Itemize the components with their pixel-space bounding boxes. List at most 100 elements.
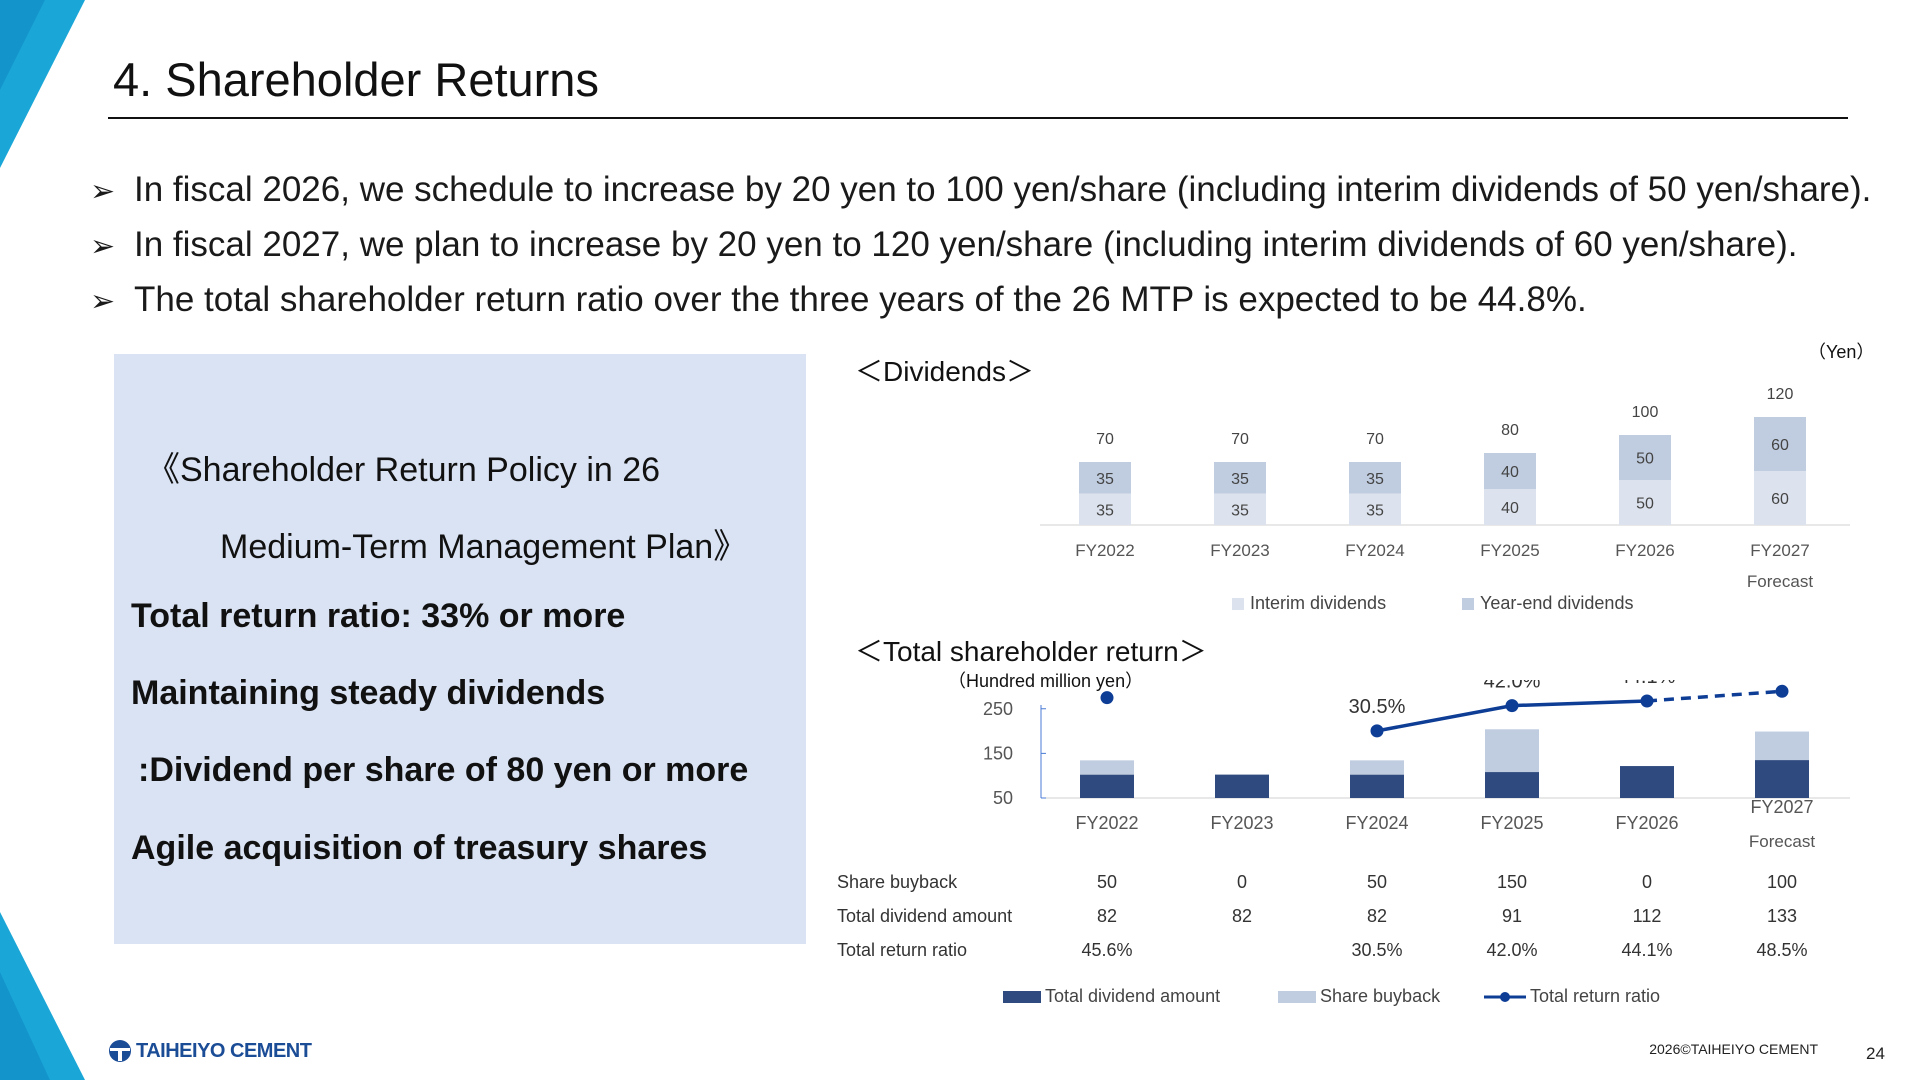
x-tick-label: FY2026 [1615,813,1678,833]
title-divider [108,117,1848,119]
legend-line-swatch [1484,991,1526,1002]
dividend-segment-label: 35 [1231,471,1249,488]
y-tick-label: 50 [993,788,1013,808]
table-row-label: Total return ratio [837,940,968,960]
top-left-accent [0,0,85,168]
dividend-bar-segment [1349,462,1401,494]
logo-text: TAIHEIYO CEMENT [136,1039,312,1062]
legend-swatch [1462,597,1474,610]
dividend-bar-segment [1619,480,1671,525]
x-tick-label: FY2027 [1750,797,1813,817]
policy-title-line-1: 《Shareholder Return Policy in 26 [146,451,661,489]
table-cell: 30.5% [1351,940,1403,960]
legend-swatch [1003,990,1041,1003]
legend-swatch [1278,990,1316,1003]
x-tick-sublabel: Forecast [1747,572,1813,591]
return-ratio-point [1775,684,1789,698]
legend-label: Total dividend amount [1045,986,1221,1006]
x-tick-label: FY2022 [1075,541,1135,560]
policy-item: :Dividend per share of 80 yen or more [138,751,749,789]
table-cell: 82 [1231,906,1253,926]
y-tick-label: 250 [983,699,1013,719]
return-ratio-point [1505,699,1519,713]
table-cell: 45.6% [1081,940,1133,960]
table-cell: 82 [1096,906,1118,926]
dividend-bar-segment [1079,462,1131,494]
dividend-segment-label: 40 [1501,500,1519,517]
x-tick-label: FY2027 [1750,541,1810,560]
return-ratio-point [1370,724,1384,738]
dividend-segment-label: 35 [1096,502,1114,519]
table-cell: 44.1% [1621,940,1673,960]
dividend-segment-label: 35 [1096,471,1114,488]
legend-total-return-ratio: Total return ratio [1484,986,1660,1007]
arrow-bullet-icon: ➢ [90,175,116,208]
company-logo: TAIHEIYO CEMENT [108,1036,312,1066]
return-ratio-label: 42.0% [1484,680,1541,693]
dividends-chart: 35 35 70 FY2022 35 35 70 FY2023 35 35 70 FY2024 40 40… [1040,386,1850,591]
bottom-left-accent [0,912,85,1080]
dividend-total-label: 100 [1632,404,1659,421]
y-tick-label: 150 [983,743,1013,763]
dividend-bar-segment [1214,462,1266,494]
dividend-bar-segment [1214,493,1266,525]
bullet-item: ➢ The total shareholder return ratio over… [90,280,1587,320]
dividend-segment-label: 50 [1636,451,1654,468]
dividend-total-label: 70 [1231,431,1249,448]
tsr-bar-segment [1215,774,1269,798]
dividend-total-label: 80 [1501,422,1519,439]
arrow-bullet-icon: ➢ [90,285,116,318]
logo-mark-icon [109,1040,131,1062]
policy-box: 《Shareholder Return Policy in 26 Medium-… [114,354,806,944]
return-ratio-point [1640,694,1654,708]
bullet-text: In fiscal 2027, we plan to increase by 2… [134,225,1798,264]
table-cell: 100 [1766,872,1798,892]
dividend-segment-label: 35 [1231,502,1249,519]
x-tick-label: FY2024 [1345,541,1405,560]
table-cell: 48.5% [1756,940,1808,960]
dividend-segment-label: 60 [1771,437,1789,454]
return-ratio-point [1100,691,1114,705]
dividend-bar-segment [1754,471,1806,525]
table-cell: 82 [1366,906,1388,926]
dividend-bar-segment [1349,493,1401,525]
dividend-segment-label: 35 [1366,502,1384,519]
bullet-item: ➢ In fiscal 2027, we plan to increase by … [90,225,1797,265]
legend-label: Total return ratio [1530,986,1661,1006]
x-tick-label: FY2026 [1615,541,1675,560]
dividend-segment-label: 40 [1501,464,1519,481]
table-cell: 133 [1766,906,1798,926]
x-tick-label: FY2023 [1210,541,1270,560]
x-tick-label: FY2023 [1210,813,1273,833]
dividend-bar-segment [1619,435,1671,480]
dividend-segment-label: 60 [1771,491,1789,508]
dividend-total-label: 120 [1767,386,1794,403]
x-tick-label: FY2025 [1480,541,1540,560]
legend-label: Interim dividends [1250,593,1387,613]
policy-title-line-2: Medium-Term Management Plan》 [220,528,748,566]
copyright: 2026©TAIHEIYO CEMENT [1649,1041,1818,1057]
x-tick-label: FY2025 [1480,813,1543,833]
return-ratio-line-segment [1646,689,1783,703]
table-row-label: Total dividend amount [837,906,1013,926]
legend-year-end: Year-end dividends [1462,593,1633,614]
x-tick-label: FY2024 [1345,813,1408,833]
return-ratio-line-segment [1511,699,1648,708]
policy-item: Agile acquisition of treasury shares [131,829,708,867]
table-cell: 150 [1496,872,1528,892]
bullet-item: ➢ In fiscal 2026, we schedule to increase… [90,170,1871,210]
tsr-bar-segment [1485,729,1539,773]
dividends-unit: （Yen） [1808,342,1875,362]
table-row-label: Share buyback [837,872,958,892]
dividend-segment-label: 35 [1366,471,1384,488]
table-cell: 91 [1501,906,1523,926]
tsr-bar-segment [1350,774,1404,798]
return-ratio-label: 44.1% [1619,680,1676,688]
legend-label: Share buyback [1320,986,1441,1006]
table-cell: 0 [1641,872,1652,892]
tsr-unit: （Hundred million yen） [948,671,1144,691]
dividend-total-label: 70 [1366,431,1384,448]
table-cell: 112 [1632,906,1662,926]
policy-item: Total return ratio: 33% or more [131,597,626,635]
arrow-bullet-icon: ➢ [90,230,116,263]
